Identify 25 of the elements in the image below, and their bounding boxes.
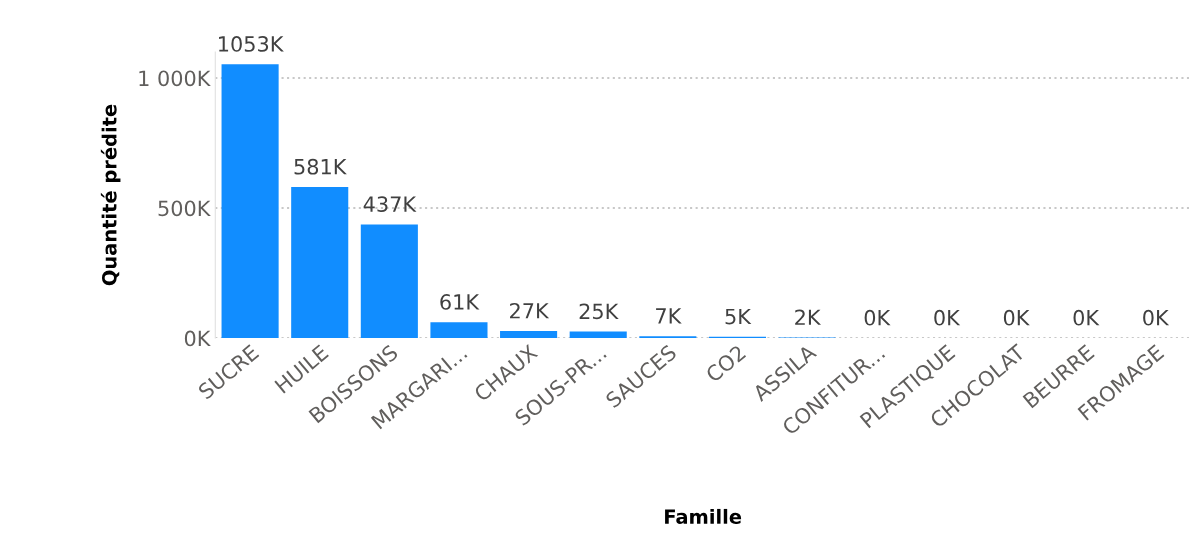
bar <box>291 186 349 339</box>
data-label: 5K <box>725 308 752 325</box>
data-label: 0K <box>1073 309 1100 326</box>
data-label: 581K <box>294 158 347 175</box>
bar <box>500 331 558 339</box>
bar <box>360 224 418 339</box>
x-tick-label: CO2 <box>704 344 747 383</box>
data-label: 0K <box>864 309 891 326</box>
data-label: 0K <box>934 309 961 326</box>
x-axis-title: Famille <box>665 508 742 524</box>
data-label: 61K <box>440 294 480 310</box>
data-label: 0K <box>1143 309 1170 326</box>
data-label: 1053K <box>219 36 284 52</box>
bar <box>569 331 627 339</box>
data-label: 7K <box>656 308 682 324</box>
y-tick-label: 500K <box>158 200 211 217</box>
bar <box>221 64 279 339</box>
data-label: 2K <box>795 309 821 325</box>
data-label: 25K <box>579 303 619 320</box>
bar <box>430 322 488 339</box>
data-label: 27K <box>510 302 550 319</box>
data-label: 437K <box>363 196 417 213</box>
y-axis-title: Quantité prédite <box>100 104 121 286</box>
y-tick-label: 1 000K <box>139 70 211 87</box>
data-label: 0K <box>1003 309 1030 326</box>
